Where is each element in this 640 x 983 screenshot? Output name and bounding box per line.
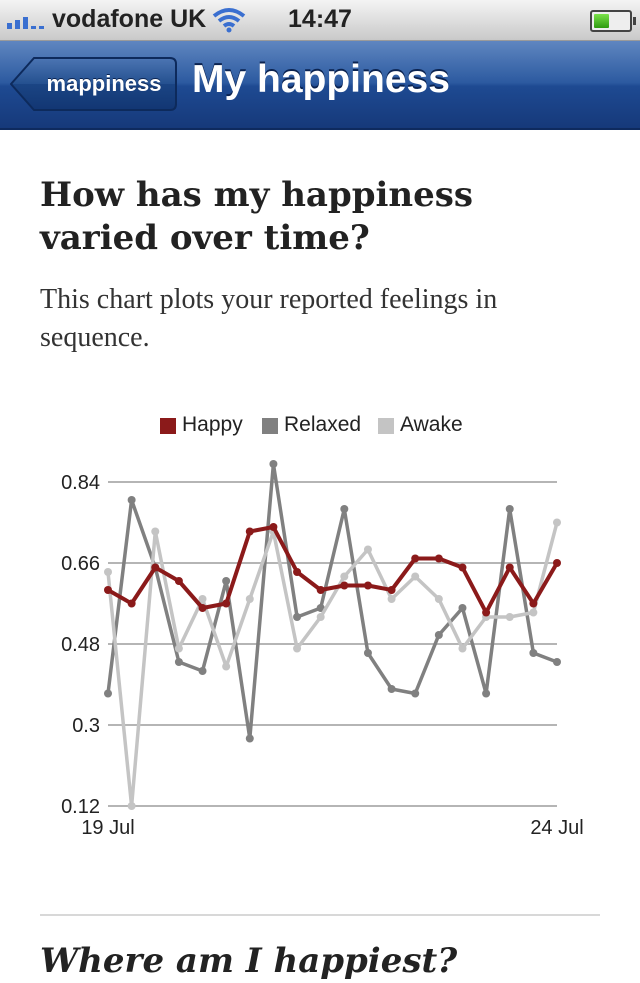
data-point-happy bbox=[482, 608, 491, 617]
data-point-awake bbox=[293, 644, 302, 653]
data-point-relaxed bbox=[340, 505, 349, 513]
data-point-awake bbox=[174, 644, 183, 653]
data-point-awake bbox=[363, 545, 372, 554]
data-point-happy bbox=[363, 581, 372, 590]
y-tick-label: 0.48 bbox=[61, 634, 100, 656]
battery-icon bbox=[590, 10, 636, 32]
data-point-awake bbox=[316, 613, 325, 621]
data-point-happy bbox=[411, 554, 420, 563]
legend-swatch-happy bbox=[160, 418, 176, 434]
data-point-relaxed bbox=[174, 658, 183, 666]
data-point-awake bbox=[151, 527, 160, 536]
data-point-awake bbox=[222, 662, 231, 671]
data-point-happy bbox=[245, 527, 254, 536]
signal-strength-icon bbox=[7, 17, 44, 29]
data-point-relaxed bbox=[269, 460, 278, 468]
data-point-happy bbox=[505, 563, 514, 572]
data-point-relaxed bbox=[104, 689, 112, 698]
chart-legend: Happy Relaxed Awake bbox=[0, 410, 640, 440]
legend-label-awake: Awake bbox=[400, 413, 463, 436]
data-point-awake bbox=[387, 595, 396, 603]
data-point-relaxed bbox=[222, 577, 231, 585]
y-tick-label: 0.84 bbox=[61, 472, 100, 494]
data-point-relaxed bbox=[529, 649, 538, 657]
legend-swatch-relaxed bbox=[262, 418, 278, 434]
data-point-happy bbox=[553, 559, 561, 567]
data-point-happy bbox=[316, 586, 325, 594]
wifi-icon bbox=[212, 8, 246, 33]
legend-label-happy: Happy bbox=[182, 413, 243, 436]
section-intro: This chart plots your reported feelings … bbox=[40, 284, 498, 353]
x-tick-label: 19 Jul bbox=[81, 817, 134, 839]
carrier-name: vodafone UK bbox=[52, 5, 207, 33]
data-point-happy bbox=[104, 586, 112, 594]
data-point-relaxed bbox=[505, 505, 514, 513]
data-point-happy bbox=[340, 581, 349, 590]
data-point-awake bbox=[529, 608, 538, 617]
data-point-relaxed bbox=[482, 689, 491, 698]
next-section-heading: Where am I happiest? bbox=[40, 941, 458, 981]
data-point-relaxed bbox=[553, 658, 561, 666]
data-point-happy bbox=[293, 568, 302, 576]
y-tick-label: 0.66 bbox=[61, 553, 100, 575]
x-tick-label: 24 Jul bbox=[530, 817, 583, 839]
data-point-relaxed bbox=[411, 689, 420, 698]
data-point-happy bbox=[529, 599, 538, 608]
data-point-happy bbox=[151, 563, 160, 572]
data-point-relaxed bbox=[363, 649, 372, 657]
data-point-awake bbox=[553, 518, 561, 527]
data-point-awake bbox=[434, 595, 443, 603]
back-button-label: mappiness bbox=[46, 71, 162, 96]
navigation-bar: mappiness My happiness bbox=[0, 41, 640, 130]
data-point-relaxed bbox=[316, 604, 325, 612]
data-point-happy bbox=[269, 523, 278, 531]
series-line-happy bbox=[107, 525, 559, 615]
data-point-awake bbox=[127, 802, 136, 810]
data-point-happy bbox=[458, 563, 467, 572]
data-point-awake bbox=[505, 613, 514, 621]
legend-swatch-awake bbox=[378, 418, 394, 434]
status-bar: vodafone UK 14:47 bbox=[0, 0, 640, 41]
data-point-relaxed bbox=[293, 613, 302, 621]
data-point-happy bbox=[174, 577, 183, 585]
back-button-shape bbox=[10, 57, 177, 111]
data-point-happy bbox=[434, 554, 443, 563]
data-point-happy bbox=[222, 599, 231, 608]
data-point-awake bbox=[198, 595, 207, 603]
data-point-awake bbox=[340, 572, 349, 581]
data-point-relaxed bbox=[198, 667, 207, 675]
data-point-awake bbox=[411, 572, 420, 581]
section-divider bbox=[40, 914, 600, 916]
section-heading: How has my happiness varied over time? bbox=[40, 175, 474, 258]
data-point-happy bbox=[198, 604, 207, 612]
series-line-awake bbox=[106, 522, 559, 808]
y-tick-label: 0.3 bbox=[72, 715, 100, 737]
series-line-relaxed bbox=[106, 462, 558, 741]
data-point-relaxed bbox=[434, 631, 443, 639]
clock: 14:47 bbox=[288, 5, 352, 33]
data-point-relaxed bbox=[245, 734, 254, 743]
data-point-relaxed bbox=[458, 604, 467, 612]
data-point-happy bbox=[127, 599, 136, 608]
data-point-awake bbox=[104, 568, 112, 576]
data-point-relaxed bbox=[387, 685, 396, 693]
page-title: My happiness bbox=[192, 58, 450, 101]
back-button[interactable]: mappiness bbox=[10, 56, 178, 112]
data-point-relaxed bbox=[127, 496, 136, 504]
y-tick-label: 0.12 bbox=[61, 796, 100, 818]
data-point-happy bbox=[387, 586, 396, 594]
data-point-awake bbox=[245, 595, 254, 603]
legend-label-relaxed: Relaxed bbox=[284, 413, 362, 436]
data-point-awake bbox=[458, 644, 467, 653]
